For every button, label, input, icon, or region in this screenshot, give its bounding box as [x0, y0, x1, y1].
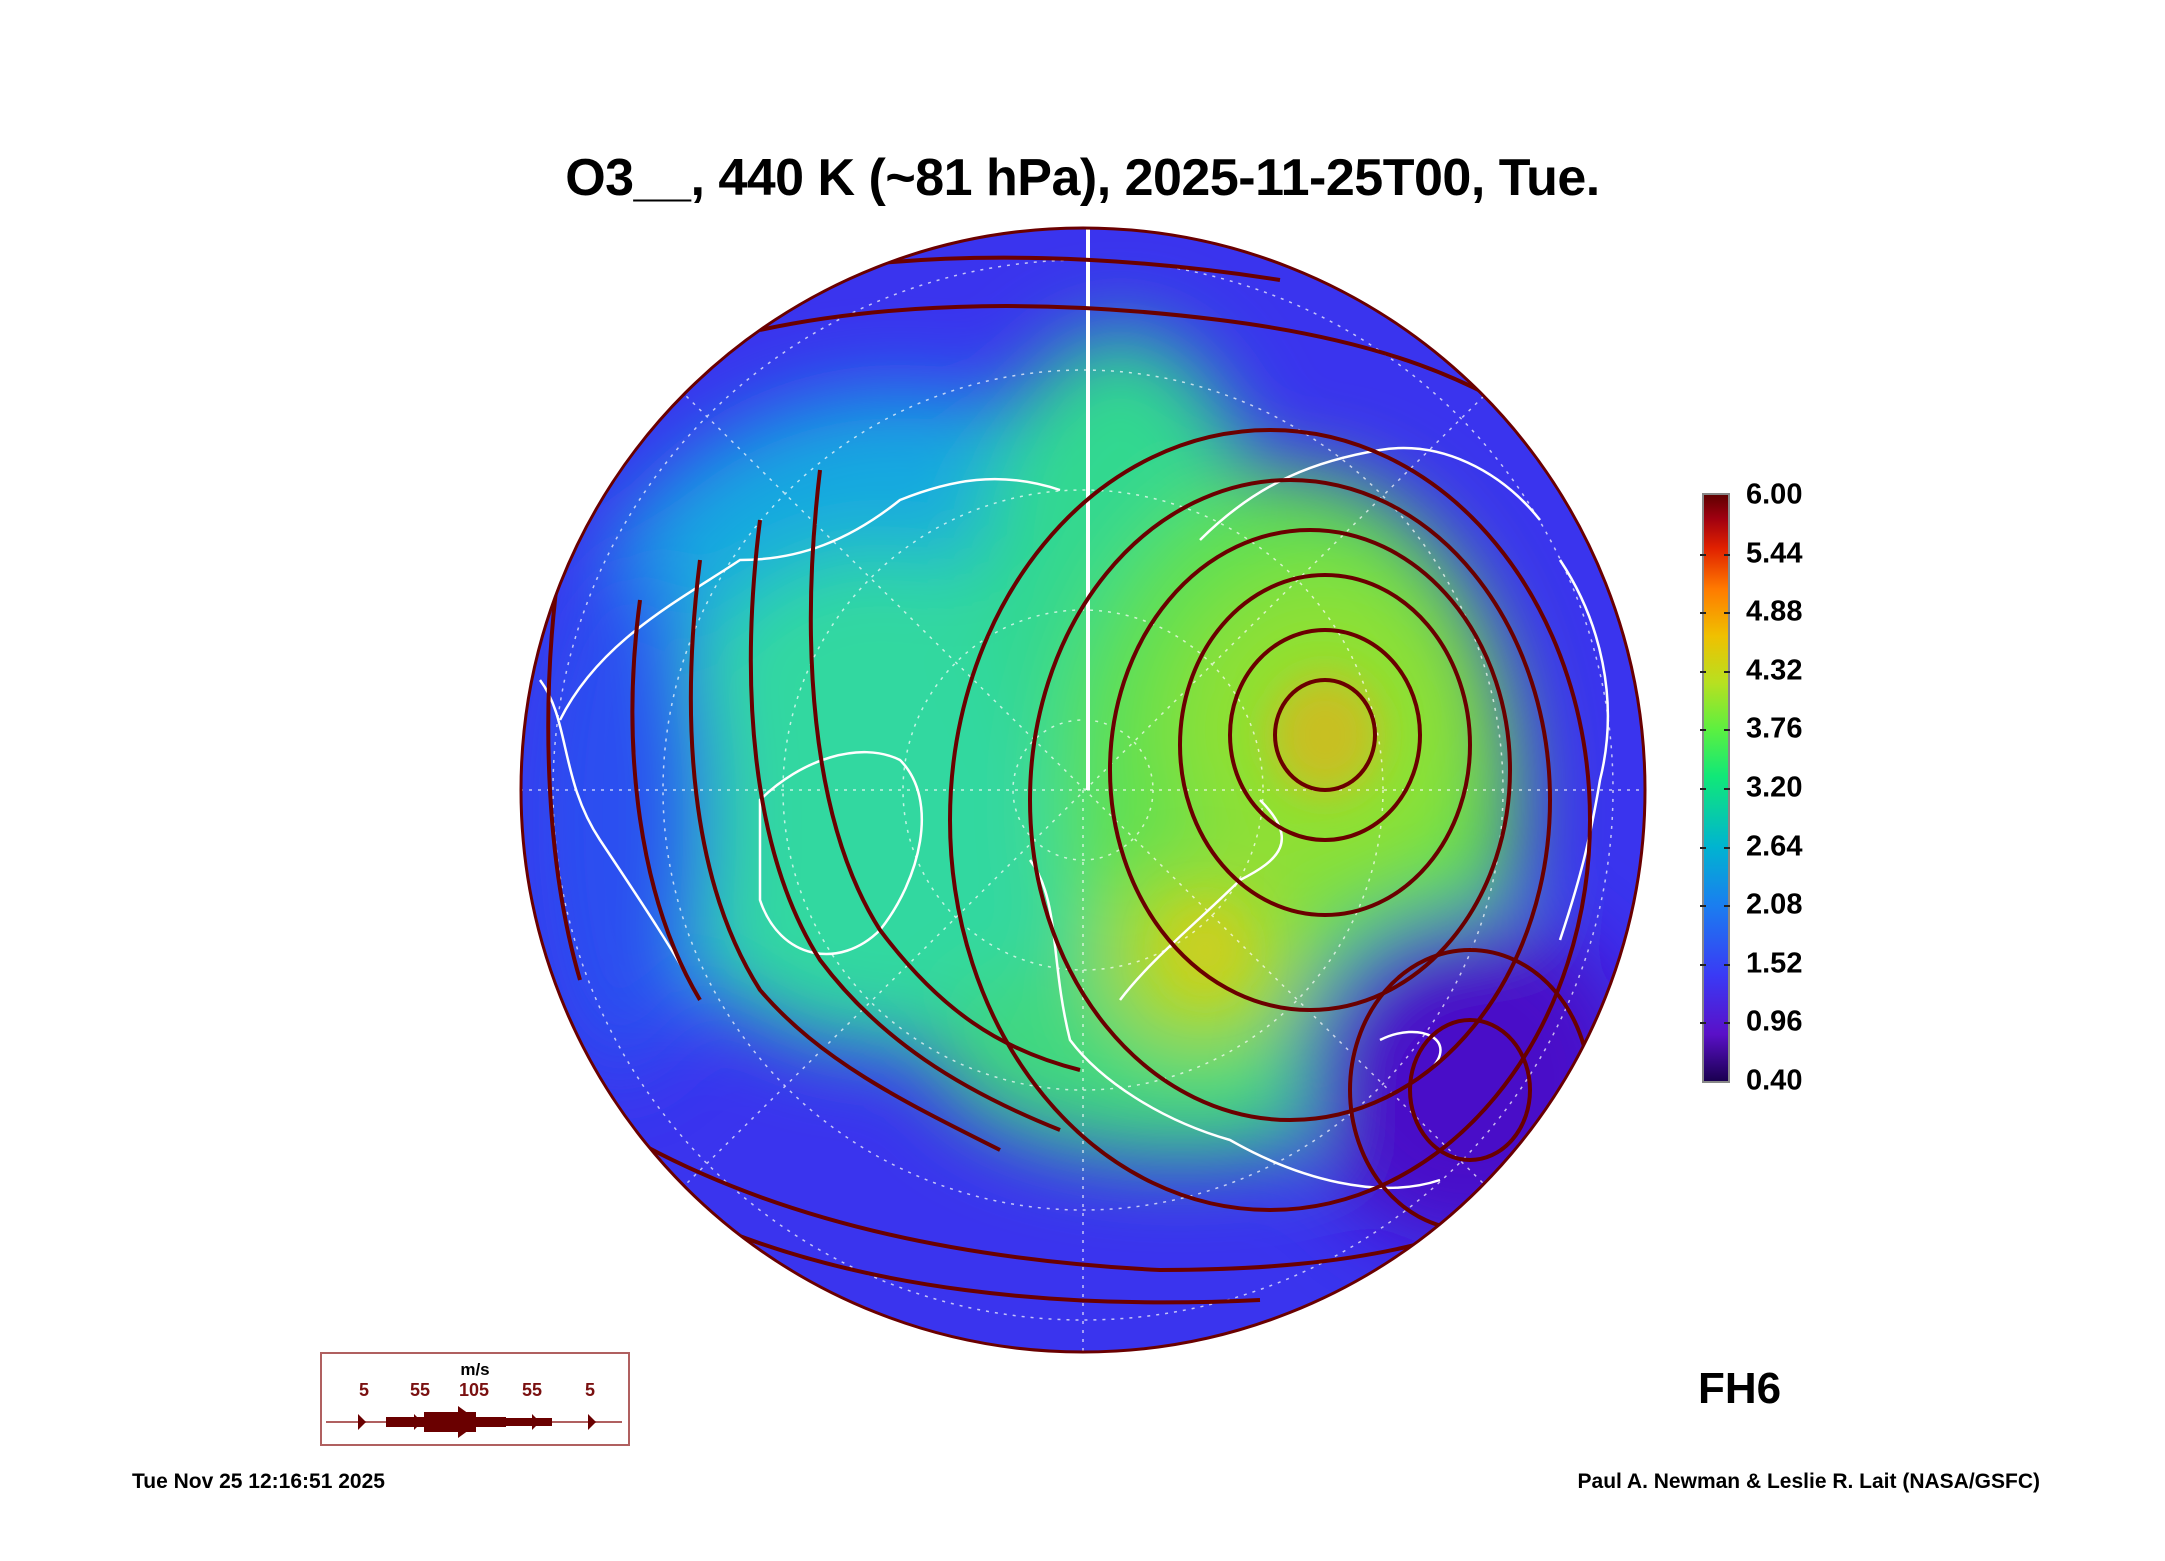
colorbar-tick-label: 6.00	[1746, 478, 1803, 511]
colorbar-tick-label: 0.40	[1746, 1064, 1803, 1097]
globe-rim	[519, 226, 1647, 1354]
ozone-field	[521, 228, 1645, 1352]
colorbar-tick-label: 4.32	[1746, 654, 1803, 687]
colorbar-tick	[1700, 612, 1730, 615]
colorbar-tick	[1700, 846, 1730, 849]
forecast-hour-label: FH6	[1698, 1364, 1782, 1413]
colorbar-tick	[1700, 1022, 1730, 1025]
colorbar-tick	[1700, 670, 1730, 673]
wind-speed-label: 5	[358, 1380, 370, 1400]
wind-arrow-scale	[326, 1406, 622, 1438]
colorbar-tick-label: 2.64	[1746, 830, 1803, 863]
coastlines	[538, 446, 1610, 1190]
colorbar-tick-label: 0.96	[1746, 1005, 1803, 1038]
credit-text: Paul A. Newman & Leslie R. Lait (NASA/GS…	[1577, 1470, 2040, 1493]
colorbar-tick-label: 1.52	[1746, 947, 1803, 980]
colorbar-tick	[1700, 788, 1730, 790]
colorbar-tick-label: 5.44	[1746, 537, 1803, 570]
colorbar-tick-label: 3.20	[1746, 771, 1803, 804]
plot-title: O3__, 440 K (~81 hPa), 2025-11-25T00, Tu…	[565, 149, 1600, 207]
wind-speed-label: 55	[521, 1380, 543, 1400]
colorbar-tick	[1700, 963, 1730, 966]
colorbar-tick-label: 3.76	[1746, 712, 1803, 745]
wind-speed-label: 5	[584, 1380, 596, 1400]
colorbar-tick	[1700, 553, 1730, 556]
colorbar-tick-label: 2.08	[1746, 888, 1803, 921]
colorbar-tick	[1700, 905, 1730, 908]
generation-timestamp: Tue Nov 25 12:16:51 2025	[132, 1470, 385, 1493]
wind-speed-label: 55	[409, 1380, 431, 1400]
wind-speed-label: 105	[458, 1380, 490, 1400]
wind-speed-legend: m/s 5 55 105 55 5	[320, 1352, 630, 1446]
colorbar-tick	[1700, 729, 1730, 732]
wind-unit-label: m/s	[460, 1360, 490, 1379]
colorbar-tick-label: 4.88	[1746, 595, 1803, 628]
